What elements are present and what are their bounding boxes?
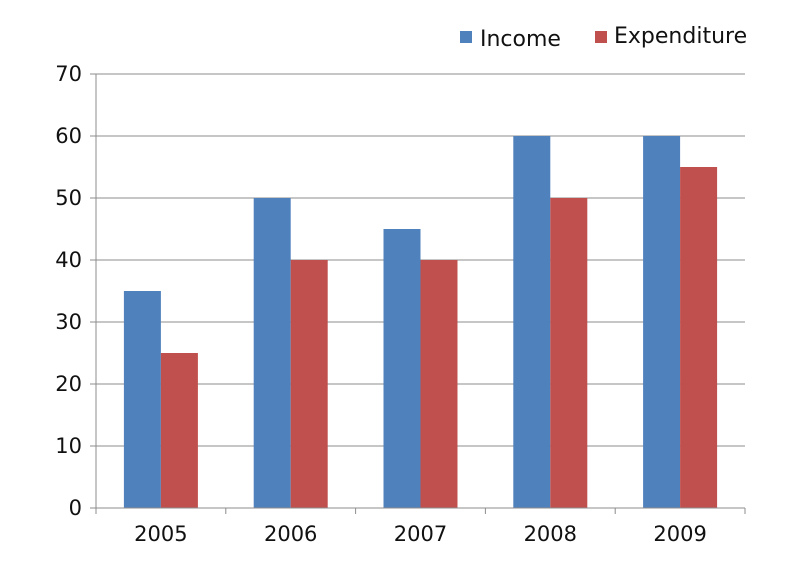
bar-expenditure-2006 <box>290 260 328 508</box>
bar-expenditure-2009 <box>680 167 718 508</box>
y-tick-label: 20 <box>55 372 82 396</box>
y-tick-label: 70 <box>55 62 82 86</box>
y-tick-label: 40 <box>55 248 82 272</box>
legend-label-income: Income <box>480 27 561 52</box>
bars <box>123 136 718 508</box>
y-tick-label: 0 <box>69 496 82 520</box>
y-tick-label: 60 <box>55 124 82 148</box>
legend-swatch-income <box>460 31 472 43</box>
legend: Income Expenditure <box>460 24 747 52</box>
y-tick-label: 50 <box>55 186 82 210</box>
bar-income-2005 <box>123 291 161 508</box>
bar-income-2009 <box>643 136 681 508</box>
y-axis-ticks: 0 10 20 30 40 50 60 70 <box>55 62 96 520</box>
x-tick-label: 2007 <box>394 522 447 546</box>
legend-swatch-expenditure <box>595 31 607 43</box>
bar-income-2008 <box>513 136 551 508</box>
bar-expenditure-2007 <box>420 260 458 508</box>
axes <box>95 74 745 509</box>
bar-expenditure-2008 <box>550 198 588 508</box>
x-tick-label: 2008 <box>524 522 577 546</box>
y-tick-label: 10 <box>55 434 82 458</box>
x-tick-label: 2006 <box>264 522 317 546</box>
bar-income-2007 <box>383 229 421 508</box>
x-axis-ticks: 2005 2006 2007 2008 2009 <box>95 508 746 546</box>
bar-income-2006 <box>253 198 291 508</box>
legend-label-expenditure: Expenditure <box>614 24 747 49</box>
bar-expenditure-2005 <box>160 353 198 508</box>
x-tick-label: 2005 <box>134 522 187 546</box>
x-tick-label: 2009 <box>653 522 706 546</box>
y-tick-label: 30 <box>55 310 82 334</box>
